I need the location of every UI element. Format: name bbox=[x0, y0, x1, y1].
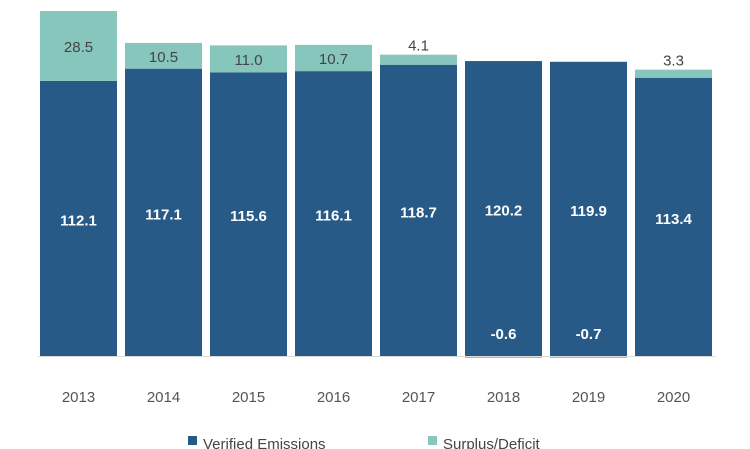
legend-label-surplus-deficit: Surplus/Deficit bbox=[443, 436, 541, 449]
data-label-surplus-deficit-2014: 10.5 bbox=[149, 49, 178, 66]
data-label-surplus-deficit-2016: 10.7 bbox=[319, 51, 348, 68]
bar-verified-emissions-2018 bbox=[465, 61, 542, 357]
data-label-verified-emissions-2014: 117.1 bbox=[145, 206, 182, 223]
bar-surplus-deficit-2014 bbox=[125, 42, 202, 69]
bar-surplus-deficit-2013 bbox=[40, 11, 117, 81]
legend-swatch-surplus-deficit bbox=[428, 436, 437, 445]
legend-swatch-verified-emissions bbox=[188, 436, 197, 445]
legend-label-verified-emissions: Verified Emissions bbox=[203, 436, 326, 449]
bar-surplus-deficit-2016 bbox=[295, 44, 372, 72]
data-label-surplus-deficit-2019: -0.7 bbox=[576, 326, 602, 343]
x-tick-label-2016: 2016 bbox=[317, 389, 350, 406]
x-tick-label-2017: 2017 bbox=[402, 389, 435, 406]
bar-surplus-deficit-2015 bbox=[210, 45, 287, 73]
data-label-surplus-deficit-2020: 3.3 bbox=[663, 53, 684, 70]
data-label-verified-emissions-2019: 119.9 bbox=[570, 203, 607, 220]
data-label-verified-emissions-2016: 116.1 bbox=[315, 208, 352, 225]
data-label-verified-emissions-2013: 112.1 bbox=[60, 212, 97, 229]
bar-verified-emissions-2019 bbox=[550, 61, 627, 356]
bar-verified-emissions-2015 bbox=[210, 72, 287, 356]
x-tick-label-2019: 2019 bbox=[572, 389, 605, 406]
data-label-surplus-deficit-2017: 4.1 bbox=[408, 38, 429, 55]
data-label-surplus-deficit-2015: 11.0 bbox=[234, 52, 262, 69]
legend: Verified Emissions Surplus/Deficit bbox=[188, 436, 541, 449]
x-tick-label-2020: 2020 bbox=[657, 389, 690, 406]
data-label-verified-emissions-2018: 120.2 bbox=[485, 203, 523, 220]
data-label-verified-emissions-2017: 118.7 bbox=[400, 204, 437, 221]
data-label-verified-emissions-2020: 113.4 bbox=[655, 211, 692, 228]
bar-verified-emissions-2020 bbox=[635, 77, 712, 357]
data-label-surplus-deficit-2018: -0.6 bbox=[491, 326, 517, 343]
data-label-surplus-deficit-2013: 28.5 bbox=[64, 39, 93, 56]
bar-surplus-deficit-2020 bbox=[635, 69, 712, 78]
bar-verified-emissions-2016 bbox=[295, 71, 372, 356]
bar-surplus-deficit-2017 bbox=[380, 54, 457, 65]
x-tick-label-2015: 2015 bbox=[232, 389, 265, 406]
bar-verified-emissions-2013 bbox=[40, 80, 117, 356]
data-label-verified-emissions-2015: 115.6 bbox=[230, 208, 267, 225]
bar-verified-emissions-2014 bbox=[125, 68, 202, 357]
x-tick-label-2013: 2013 bbox=[62, 389, 95, 406]
x-tick-label-2018: 2018 bbox=[487, 389, 520, 406]
x-tick-label-2014: 2014 bbox=[147, 389, 180, 406]
bar-verified-emissions-2017 bbox=[380, 64, 457, 357]
